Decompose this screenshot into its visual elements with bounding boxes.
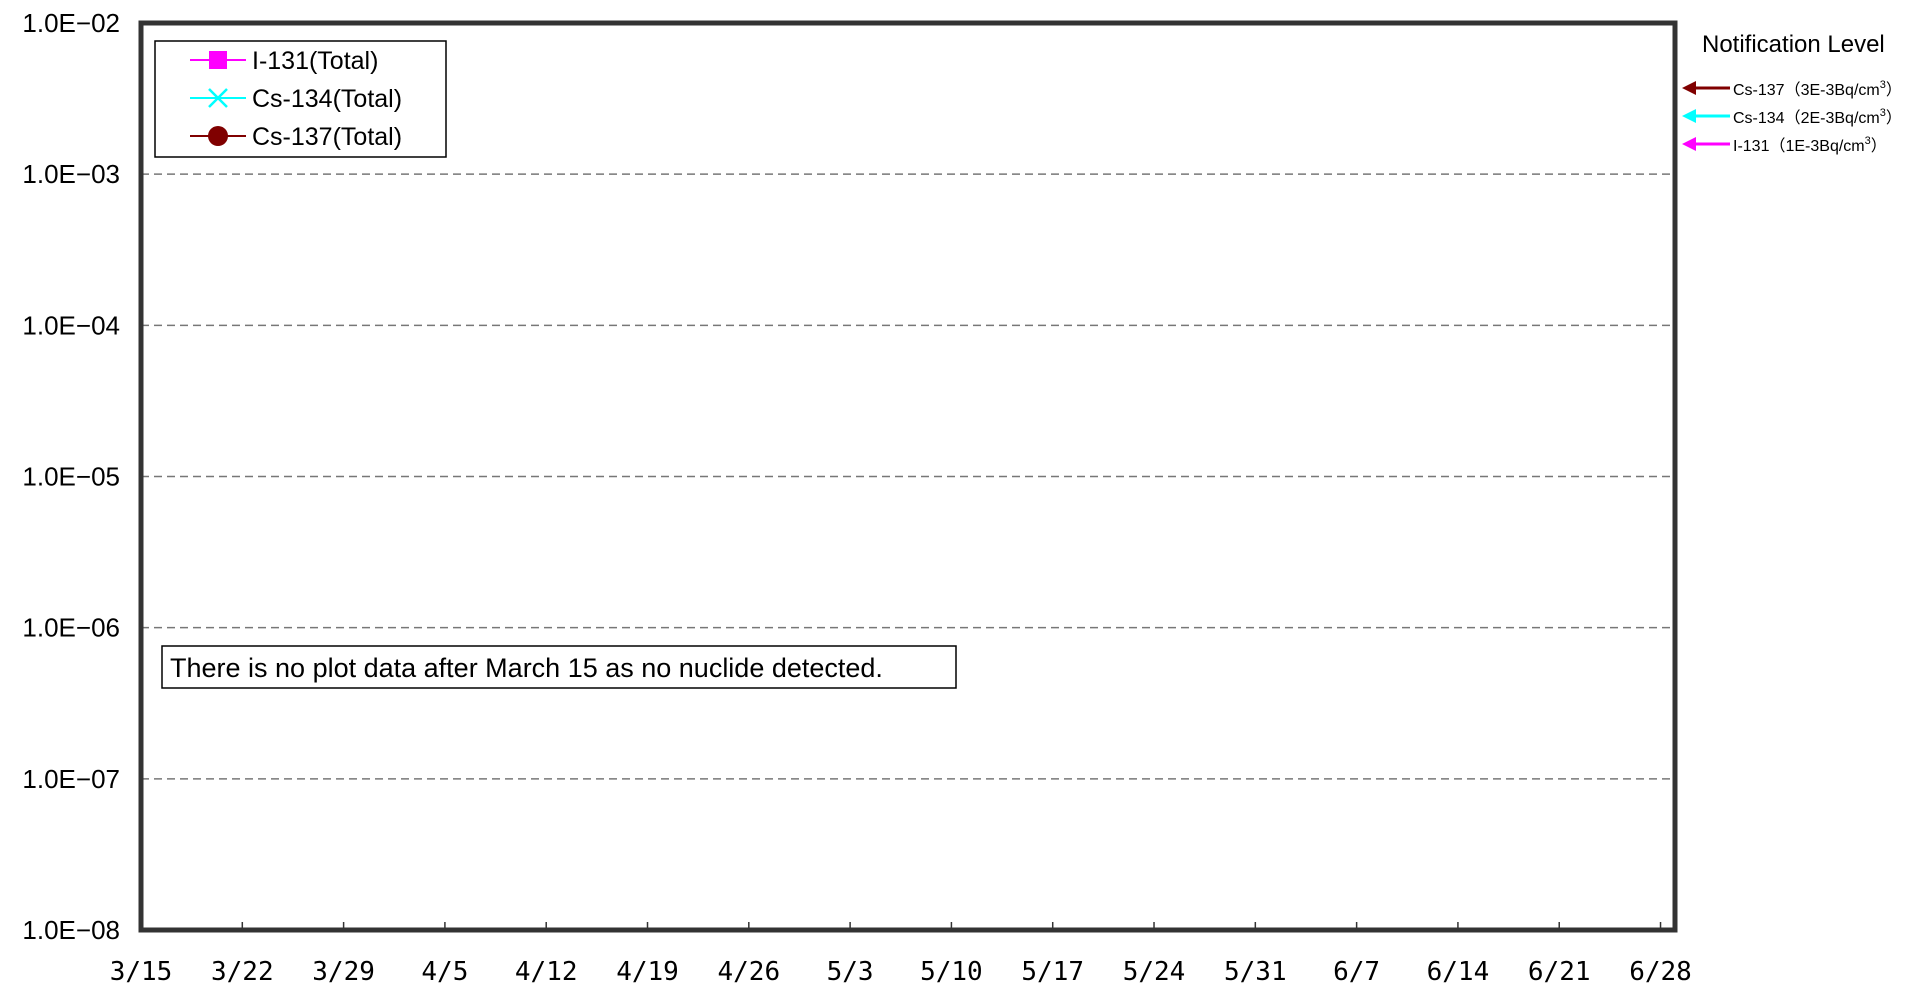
x-tick-label: 3/22	[211, 957, 274, 987]
legend-label-cs134: Cs-134(Total)	[252, 85, 402, 113]
notification-level-value: （1E-3Bq/cm	[1769, 137, 1864, 155]
legend-item-cs137: Cs-137(Total)	[190, 123, 402, 151]
y-tick-label: 1.0E−08	[22, 915, 120, 945]
y-tick-label: 1.0E−06	[22, 613, 120, 643]
grid-lines	[141, 173, 1675, 780]
notification-label-cs134: Cs-134（2E-3Bq/cm3）	[1733, 107, 1902, 127]
x-tick-label: 3/29	[312, 957, 375, 987]
x-tick-label: 6/21	[1528, 957, 1591, 987]
arrow-head-icon	[1682, 81, 1696, 95]
notification-label-i131: I-131（1E-3Bq/cm3）	[1733, 135, 1887, 155]
y-tick-label: 1.0E−05	[22, 462, 120, 492]
legend-marker-square	[209, 51, 227, 69]
legend-label-cs137: Cs-137(Total)	[252, 123, 402, 151]
notification-level-value: （3E-3Bq/cm	[1785, 81, 1880, 99]
annotation-box	[161, 645, 957, 689]
notification-nuclide: Cs-134	[1733, 110, 1785, 127]
x-tick-label: 5/17	[1021, 957, 1084, 987]
x-tick-label: 5/3	[827, 957, 874, 987]
notification-nuclide: Cs-137	[1733, 82, 1785, 99]
arrow-head-icon	[1682, 137, 1696, 151]
notification-title: Notification Level	[1702, 31, 1885, 58]
notification-close: ）	[1886, 109, 1902, 127]
x-tick-label: 6/14	[1427, 957, 1490, 987]
x-tick-label: 5/24	[1123, 957, 1186, 987]
legend-marker-circle	[208, 126, 228, 146]
notification-nuclide: I-131	[1733, 138, 1770, 155]
y-axis: 1.0E−08 1.0E−07 1.0E−06 1.0E−05 1.0E−04 1.0E−…	[22, 8, 120, 945]
x-tick-label: 4/19	[616, 957, 679, 987]
x-axis: 3/15 3/22 3/29 4/5 4/12 4/19 4/26 5/3 5/10 5/17 5/…	[110, 922, 1692, 987]
y-tick-label: 1.0E−03	[22, 159, 120, 189]
x-tick-label: 4/5	[421, 957, 468, 987]
notification-label-cs137: Cs-137（3E-3Bq/cm3）	[1733, 79, 1902, 99]
y-tick-label: 1.0E−04	[22, 310, 120, 340]
notification-superscript: 3	[1880, 107, 1886, 119]
x-tick-label: 6/28	[1629, 957, 1692, 987]
y-tick-label: 1.0E−07	[22, 764, 120, 794]
x-tick-label: 4/12	[515, 957, 578, 987]
legend-item-i131: I-131(Total)	[190, 47, 378, 75]
plot-frame	[138, 20, 1678, 933]
notification-item-cs134: Cs-134（2E-3Bq/cm3）	[1682, 107, 1902, 127]
x-tick-label: 5/31	[1224, 957, 1287, 987]
notification-close: ）	[1886, 81, 1902, 99]
x-tick-label: 4/26	[717, 957, 780, 987]
x-tick-label: 3/15	[110, 957, 173, 987]
notification-superscript: 3	[1865, 135, 1871, 147]
no-data-annotation: There is no plot data after March 15 as …	[161, 645, 957, 689]
legend-marker-x	[208, 88, 228, 108]
notification-close: ）	[1871, 137, 1887, 155]
notification-item-cs137: Cs-137（3E-3Bq/cm3）	[1682, 79, 1902, 99]
x-tick-label: 5/10	[920, 957, 983, 987]
arrow-head-icon	[1682, 109, 1696, 123]
x-tick-label: 6/7	[1333, 957, 1380, 987]
notification-item-i131: I-131（1E-3Bq/cm3）	[1682, 135, 1887, 155]
notification-level-panel: Notification Level Cs-137（3E-3Bq/cm3） Cs…	[1682, 31, 1902, 155]
legend: I-131(Total) Cs-134(Total) Cs-137(Total)	[154, 40, 447, 158]
legend-item-cs134: Cs-134(Total)	[190, 85, 402, 113]
y-tick-label: 1.0E−02	[22, 8, 120, 38]
notification-superscript: 3	[1880, 79, 1886, 91]
notification-level-value: （2E-3Bq/cm	[1785, 109, 1880, 127]
legend-label-i131: I-131(Total)	[252, 47, 378, 75]
annotation-text: There is no plot data after March 15 as …	[170, 653, 883, 683]
